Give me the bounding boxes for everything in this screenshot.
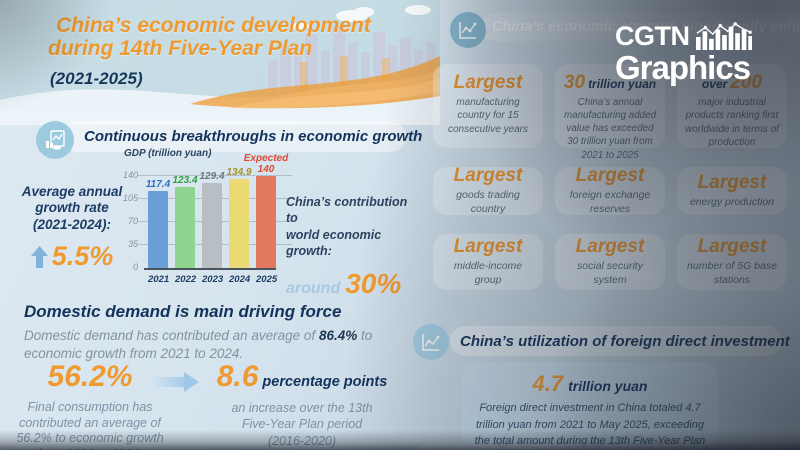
world-contribution-label: China’s contribution to world economic g…: [286, 195, 408, 258]
investment-chart-icon: [413, 324, 449, 360]
card-caption: major industrial products ranking first …: [685, 97, 779, 149]
logo-cgtn-text: CGTN: [615, 21, 690, 51]
stat-card: Largest goods trading country: [433, 164, 543, 215]
domestic-demand-heading: Domestic demand is main driving force: [24, 302, 342, 321]
fdi-section-title: China’s utilization of foreign direct in…: [460, 333, 790, 350]
stat-card: Largest middle-income group: [433, 234, 543, 290]
card-caption: energy production: [689, 195, 775, 208]
card-value: Largest: [575, 164, 645, 186]
bar-value-label: 140: [257, 164, 275, 175]
right-arrow-icon: [150, 372, 199, 392]
y-axis-tick: 140: [122, 170, 138, 180]
card-value: Largest: [453, 72, 523, 93]
stat-card: Largest energy production: [677, 167, 787, 215]
domestic-demand-text: Domestic demand has contributed an avera…: [24, 327, 420, 362]
fdi-value: 4.7: [532, 371, 564, 396]
card-caption: manufacturing country for 15 consecutive…: [447, 97, 529, 135]
fdi-card: 4.7 trillion yuan Foreign direct investm…: [462, 362, 718, 450]
gdp-chart: GDP (trillion yuan) 0 35 70 105 140 117.4 123.…: [118, 148, 308, 285]
x-axis-tick: 2022: [175, 274, 197, 285]
bar-column: Expected 140: [244, 153, 288, 268]
gdp-chart-plot: 0 35 70 105 140 117.4 123.4 129.4 134.9 Expected 1…: [123, 153, 292, 272]
line-chart-icon: [450, 12, 486, 48]
domestic-demand-block: Domestic demand is main driving force Do…: [24, 302, 420, 362]
around-label: around: [286, 280, 341, 297]
card-caption: number of 5G base stations: [687, 259, 777, 286]
title-years: (2021-2025): [50, 69, 143, 89]
title-line-1: China’s economic development: [56, 14, 371, 37]
world-contribution-value: 30%: [345, 268, 402, 299]
card-value: Largest: [575, 235, 645, 257]
fdi-unit: trillion yuan: [568, 378, 648, 394]
bar: [256, 176, 276, 268]
cgtn-graphics-logo: CGTN Graphics: [615, 22, 754, 84]
bar-value-label: 134.9: [226, 167, 252, 179]
bar-value-label: 117.4: [145, 178, 171, 190]
card-value: Largest: [697, 235, 767, 257]
bar-column: 123.4: [172, 174, 198, 268]
average-growth-label: Average annual growth rate (2021-2024):: [21, 184, 123, 232]
stat-card: Largest number of 5G base stations: [677, 234, 787, 290]
card-value: Largest: [453, 235, 523, 257]
card-caption: foreign exchange reserves: [569, 188, 651, 215]
card-caption: middle-income group: [453, 259, 523, 286]
average-growth-value: 5.5%: [51, 241, 114, 272]
final-consumption-caption: Final consumption has contributed an ave…: [16, 400, 164, 450]
gdp-chart-xaxis: 2021 2022 2023 2024 2025: [148, 274, 308, 285]
card-caption: China’s annual manufacturing added value…: [563, 97, 657, 161]
world-contribution-block: China’s contribution to world economic g…: [286, 194, 416, 300]
final-consumption-block: 56.2% Final consumption has contributed …: [6, 360, 174, 450]
card-value: 30: [563, 72, 586, 93]
bar-value-label: 129.4: [199, 170, 225, 182]
partial-card: [505, 444, 595, 450]
page-title: China’s economic development during 14th…: [48, 14, 371, 89]
x-axis-tick: 2024: [229, 274, 251, 285]
bar-column: 117.4: [145, 178, 171, 268]
average-growth-block: Average annual growth rate (2021-2024): …: [8, 184, 136, 272]
final-consumption-value: 56.2%: [47, 360, 133, 393]
expected-label: Expected: [243, 153, 289, 164]
card-caption: goods trading country: [456, 188, 520, 215]
bar-column: 134.9: [226, 167, 252, 268]
bar: [175, 186, 195, 268]
x-axis-tick: 2025: [256, 274, 278, 285]
logo-graphics-text: Graphics: [615, 49, 751, 86]
fdi-caption: Foreign direct investment in China total…: [474, 402, 706, 447]
percentage-points-block: 8.6 percentage points an increase over t…: [213, 360, 391, 449]
partial-card: [418, 444, 500, 450]
bar-value-label: 123.4: [172, 174, 198, 186]
bar-column: 129.4: [199, 170, 225, 268]
partial-card: [600, 444, 692, 450]
growth-section-title: Continuous breakthroughs in economic gro…: [84, 128, 423, 145]
domestic-text-pre: Domestic demand has contributed an avera…: [24, 328, 319, 343]
bar: [148, 190, 168, 268]
bar: [229, 179, 249, 268]
stat-card: Largest social security system: [555, 234, 665, 290]
increase-unit: percentage points: [262, 374, 388, 390]
increase-caption: an increase over the 13th Five-Year Plan…: [231, 401, 373, 448]
economic-growth-icon: [36, 121, 74, 159]
logo-barchart-icon: [695, 22, 752, 50]
gdp-chart-bars: 117.4 123.4 129.4 134.9 Expected 140: [145, 153, 288, 268]
card-caption: social security system: [577, 259, 643, 286]
card-value: Largest: [697, 171, 767, 193]
domestic-text-strong: 86.4%: [318, 328, 358, 343]
increase-value: 8.6: [216, 360, 259, 393]
bar: [202, 182, 222, 268]
title-line-2: during 14th Five-Year Plan: [48, 37, 313, 61]
stat-card: Largest foreign exchange reserves: [555, 164, 665, 215]
strength-cards-grid: Largest manufacturing country for 15 cons…: [433, 64, 787, 290]
stat-card: Largest manufacturing country for 15 cons…: [433, 64, 543, 148]
x-axis-tick: 2023: [202, 274, 224, 285]
up-arrow-icon: [30, 245, 48, 268]
card-value: Largest: [453, 164, 523, 186]
x-axis-tick: 2021: [148, 274, 170, 285]
